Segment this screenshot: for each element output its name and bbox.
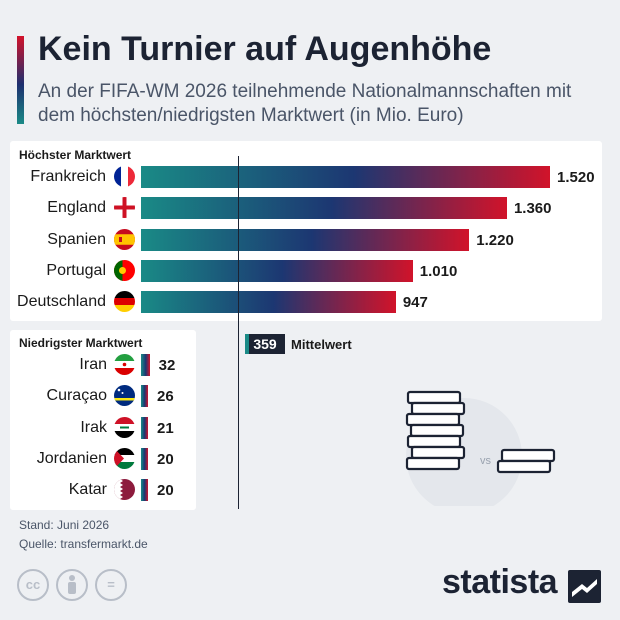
cc-icon[interactable]: cc: [17, 569, 49, 601]
data-label: 26: [157, 388, 174, 405]
germany-flag-icon: [114, 291, 135, 312]
bar: [141, 229, 470, 251]
bar: [141, 479, 148, 501]
bar: [141, 417, 148, 439]
country-label: Deutschland: [17, 293, 106, 310]
bar: [141, 197, 507, 219]
england-flag-icon: [114, 197, 135, 218]
bar: [141, 166, 550, 188]
vs-label: vs: [480, 455, 492, 467]
country-label: Portugal: [46, 262, 106, 279]
statista-wordmark[interactable]: statista: [442, 563, 558, 601]
coin-stacks-icon: vs: [404, 366, 604, 514]
iran-flag-icon: [114, 354, 135, 375]
spain-flag-icon: [114, 229, 135, 250]
title-accent-bar: [17, 36, 24, 124]
iraq-flag-icon: [114, 417, 135, 438]
data-label: 20: [157, 451, 174, 468]
group-label-highest: Höchster Marktwert: [19, 148, 132, 162]
bar: [141, 291, 396, 313]
mean-line: [238, 156, 239, 509]
chart-subtitle: An der FIFA-WM 2026 teilnehmende Nationa…: [38, 81, 572, 126]
bar: [141, 354, 150, 376]
group-label-lowest: Niedrigster Marktwert: [19, 336, 143, 350]
by-icon[interactable]: [56, 569, 88, 601]
curacao-flag-icon: [114, 385, 135, 406]
bottom-group-panel: [10, 330, 196, 510]
bar: [141, 448, 148, 470]
data-label: 1.360: [513, 200, 552, 217]
france-flag-icon: [114, 166, 135, 187]
bar: [141, 385, 148, 407]
mean-value-badge: 359: [245, 334, 285, 354]
mean-label: Mittelwert: [291, 337, 352, 352]
footer-date: Stand: Juni 2026: [19, 518, 110, 532]
chart-title: Kein Turnier auf Augenhöhe: [38, 30, 492, 68]
data-label: 32: [158, 357, 176, 374]
data-label: 21: [157, 420, 174, 437]
country-label: Iran: [79, 356, 107, 373]
data-label: 1.520: [557, 169, 595, 186]
data-label: 20: [157, 482, 174, 499]
country-label: England: [47, 199, 106, 216]
country-label: Frankreich: [30, 168, 106, 185]
bar: [141, 260, 413, 282]
data-label: 1.220: [476, 232, 514, 249]
data-label: 1.010: [419, 263, 458, 280]
license-icons: cc =: [17, 569, 127, 601]
jordan-flag-icon: [114, 448, 135, 469]
nd-icon[interactable]: =: [95, 569, 127, 601]
country-label: Katar: [68, 481, 107, 498]
country-label: Spanien: [47, 231, 106, 248]
footer-source: Quelle: transfermarkt.de: [19, 537, 148, 551]
country-label: Jordanien: [36, 450, 107, 467]
statista-logo-icon[interactable]: [568, 570, 601, 603]
data-label: 947: [402, 294, 428, 311]
qatar-flag-icon: [114, 479, 135, 500]
country-label: Curaçao: [46, 387, 107, 404]
country-label: Irak: [80, 419, 107, 436]
portugal-flag-icon: [114, 260, 135, 281]
